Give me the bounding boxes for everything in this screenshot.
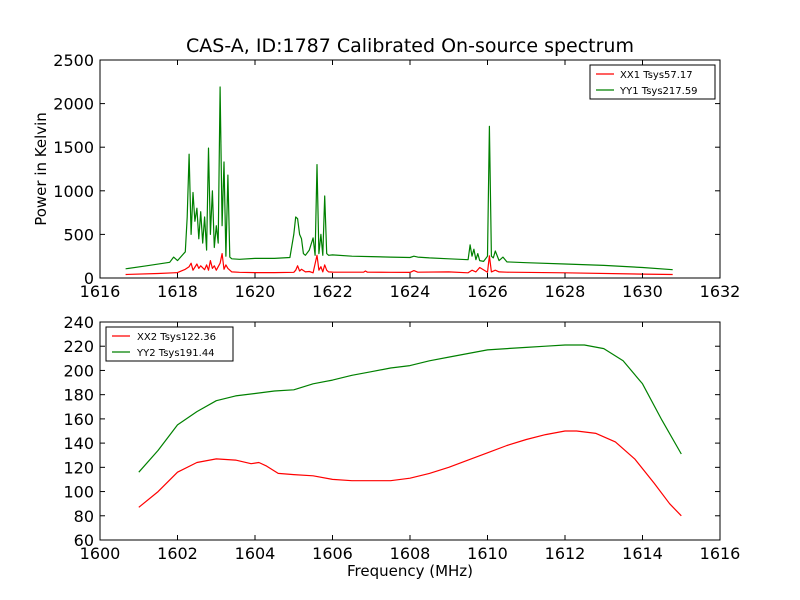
top-x-tick-label: 1620 <box>235 282 276 301</box>
bottom-x-tick-label: 1604 <box>235 544 276 563</box>
top-y-tick-label: 500 <box>63 225 94 244</box>
top-x-tick-label: 1628 <box>545 282 586 301</box>
top-x-tick-label: 1626 <box>467 282 508 301</box>
top-series-line-2 <box>125 86 673 271</box>
top-x-tick-label: 1630 <box>622 282 663 301</box>
bottom-x-tick-label: 1614 <box>622 544 663 563</box>
top-series-line-1 <box>125 253 673 276</box>
bottom-y-tick-label: 100 <box>63 483 94 502</box>
bottom-y-tick-label: 240 <box>63 313 94 332</box>
bottom-series-line-2 <box>138 344 682 473</box>
top-legend-label-yy1: YY1 Tsys217.59 <box>619 86 698 97</box>
top-legend-box <box>589 64 716 100</box>
top-plot-area: 1616 1618 1620 1622 1624 1626 1628 1630 1632 0 500… <box>53 51 740 301</box>
top-legend: XX1 Tsys57.17 YY1 Tsys217.59 <box>589 64 716 100</box>
bottom-y-tick-label: 220 <box>63 337 94 356</box>
bottom-subplot: Frequency (MHz) 1600 1602 1604 1606 1608 1610… <box>63 313 740 580</box>
bottom-series-line-1 <box>138 430 682 517</box>
bottom-y-tick-label: 120 <box>63 458 94 477</box>
bottom-legend-box <box>105 326 234 362</box>
bottom-x-tick-label: 1606 <box>312 544 353 563</box>
bottom-y-tick-label: 80 <box>74 507 94 526</box>
top-y-axis-label: Power in Kelvin <box>32 112 50 226</box>
bottom-legend-label-xx2: XX2 Tsys122.36 <box>137 332 216 343</box>
bottom-legend-label-yy2: YY2 Tsys191.44 <box>136 348 215 359</box>
top-x-tick-label: 1624 <box>390 282 431 301</box>
bottom-legend: XX2 Tsys122.36 YY2 Tsys191.44 <box>105 326 234 362</box>
chart-title: CAS-A, ID:1787 Calibrated On-source spec… <box>186 35 634 57</box>
top-y-tick-label: 2000 <box>53 95 94 114</box>
bottom-y-tick-label: 60 <box>74 531 94 550</box>
bottom-y-tick-label: 200 <box>63 361 94 380</box>
top-legend-label-xx1: XX1 Tsys57.17 <box>620 70 693 81</box>
bottom-x-axis-label: Frequency (MHz) <box>347 562 473 580</box>
top-y-tick-label: 1000 <box>53 182 94 201</box>
bottom-plot-area: 1600 1602 1604 1606 1608 1610 1612 1614 1616 60 80… <box>63 313 740 563</box>
top-x-tick-label: 1616 <box>80 282 121 301</box>
bottom-plot-frame <box>99 321 721 541</box>
top-x-tick-label: 1618 <box>157 282 198 301</box>
top-plot-frame <box>99 59 721 279</box>
bottom-x-tick-label: 1602 <box>157 544 198 563</box>
bottom-y-tick-label: 160 <box>63 410 94 429</box>
top-y-tick-label: 0 <box>84 269 94 288</box>
top-subplot: CAS-A, ID:1787 Calibrated On-source spec… <box>32 35 740 301</box>
bottom-x-tick-label: 1600 <box>80 544 121 563</box>
bottom-y-tick-label: 180 <box>63 386 94 405</box>
top-x-tick-label: 1632 <box>700 282 741 301</box>
bottom-y-tick-label: 140 <box>63 434 94 453</box>
top-y-tick-label: 1500 <box>53 138 94 157</box>
bottom-x-tick-label: 1616 <box>700 544 741 563</box>
bottom-x-tick-label: 1608 <box>390 544 431 563</box>
bottom-x-tick-label: 1610 <box>467 544 508 563</box>
top-x-tick-label: 1622 <box>312 282 353 301</box>
top-y-tick-label: 2500 <box>53 51 94 70</box>
bottom-x-tick-label: 1612 <box>545 544 586 563</box>
